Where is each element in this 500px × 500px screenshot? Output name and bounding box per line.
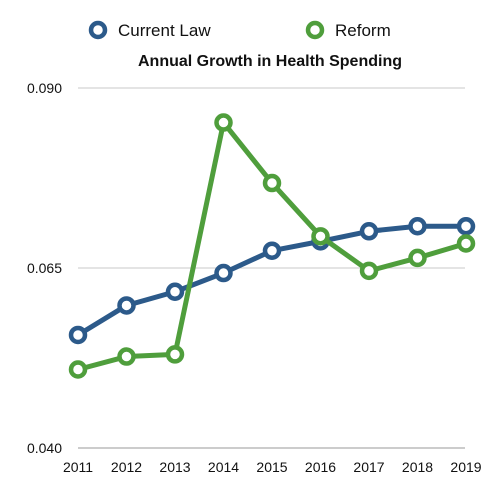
legend-label-current-law: Current Law [118, 21, 211, 40]
data-point-reform [408, 248, 427, 268]
data-point-reform [262, 173, 282, 193]
legend-item-current-law: Current Law [88, 20, 211, 40]
legend-marker-reform [305, 20, 325, 40]
x-tick-label: 2017 [353, 459, 384, 475]
data-point-reform [311, 227, 330, 246]
x-tick-label: 2016 [305, 459, 336, 475]
chart-title: Annual Growth in Health Spending [138, 53, 402, 70]
data-point-reform [359, 261, 379, 281]
y-tick-label: 0.040 [27, 440, 62, 456]
data-point-reform [165, 345, 185, 364]
legend-item-reform: Reform [305, 20, 391, 40]
x-tick-label: 2012 [111, 459, 142, 475]
y-axis: 0.040 0.065 0.090 [27, 80, 62, 456]
data-point-reform [117, 347, 136, 366]
data-point-current-law [359, 222, 379, 241]
data-point-current-law [214, 263, 233, 283]
data-point-reform [68, 360, 88, 379]
x-tick-label: 2019 [450, 459, 481, 475]
series-reform [68, 113, 476, 379]
series-current-law [68, 216, 476, 345]
gridlines [78, 87, 465, 449]
x-tick-label: 2015 [256, 459, 287, 475]
data-point-reform [456, 234, 476, 253]
series-group [68, 113, 476, 379]
y-tick-label: 0.090 [27, 80, 62, 96]
data-point-current-law [408, 216, 427, 236]
x-axis: 2011 2012 2013 2014 2015 2016 2017 2018 2019 [63, 459, 482, 475]
x-tick-label: 2018 [402, 459, 433, 475]
data-point-current-law [117, 296, 136, 315]
data-point-current-law [68, 325, 88, 345]
data-point-current-law [262, 241, 282, 260]
x-tick-label: 2013 [159, 459, 190, 475]
x-tick-label: 2011 [63, 459, 93, 475]
data-point-current-law [165, 282, 185, 302]
y-tick-label: 0.065 [27, 260, 62, 276]
legend-marker-current-law [88, 20, 108, 40]
legend-label-reform: Reform [335, 21, 391, 40]
data-point-reform [214, 113, 233, 132]
data-point-current-law [456, 216, 476, 236]
x-tick-label: 2014 [208, 459, 239, 475]
legend: Current Law Reform [88, 20, 391, 40]
